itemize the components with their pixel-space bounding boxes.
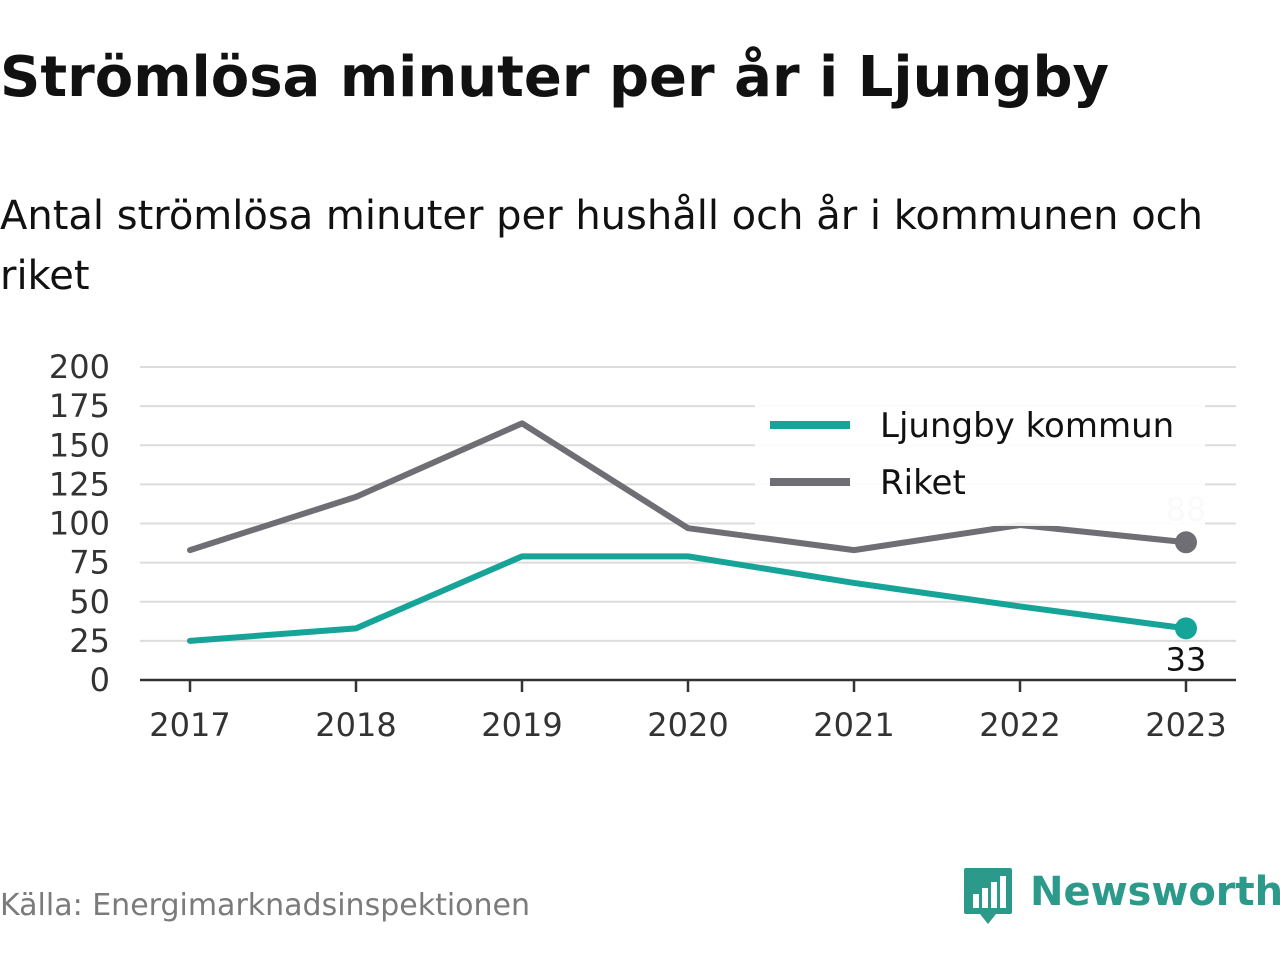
- y-tick-label: 100: [49, 505, 110, 543]
- end-value-label-ljungby-kommun: 33: [1166, 640, 1207, 678]
- x-axis-ticks: 2017 2018 2019 2020 2021 2022 2023: [149, 680, 1227, 744]
- x-tick-label: 2023: [1145, 706, 1226, 744]
- source-note: Källa: Energimarknadsinspektionen: [0, 888, 531, 923]
- y-tick-label: 25: [69, 622, 110, 660]
- newsworthy-logo-icon: [964, 868, 1012, 924]
- legend-label-ljungby-kommun: Ljungby kommun: [880, 406, 1174, 446]
- y-tick-label: 125: [49, 465, 110, 503]
- grid-lines: [140, 366, 1236, 642]
- series-line-ljungby-kommun: [187, 553, 1189, 644]
- y-tick-label: 150: [49, 426, 110, 464]
- x-tick-label: 2018: [315, 706, 396, 744]
- legend: Ljungby kommun Riket: [755, 400, 1205, 526]
- brand: Newsworthy: [962, 862, 1280, 930]
- x-tick-label: 2021: [813, 706, 894, 744]
- x-tick-label: 2017: [149, 706, 230, 744]
- y-tick-label: 0: [90, 661, 110, 699]
- page-subtitle: Antal strömlösa minuter per hushåll och …: [0, 193, 1204, 299]
- x-tick-label: 2020: [647, 706, 728, 744]
- series-end-point-riket: [1175, 531, 1197, 554]
- y-tick-label: 200: [49, 348, 110, 386]
- x-tick-label: 2022: [979, 706, 1060, 744]
- y-tick-label: 175: [49, 387, 110, 425]
- brand-name: Newsworthy: [1030, 869, 1280, 915]
- page-title: Strömlösa minuter per år i Ljungby: [0, 45, 1110, 110]
- legend-label-riket: Riket: [880, 463, 966, 503]
- x-tick-label: 2019: [481, 706, 562, 744]
- y-tick-label: 50: [69, 583, 110, 621]
- y-tick-label: 75: [69, 544, 110, 582]
- series-end-point-ljungby-kommun: [1175, 617, 1197, 640]
